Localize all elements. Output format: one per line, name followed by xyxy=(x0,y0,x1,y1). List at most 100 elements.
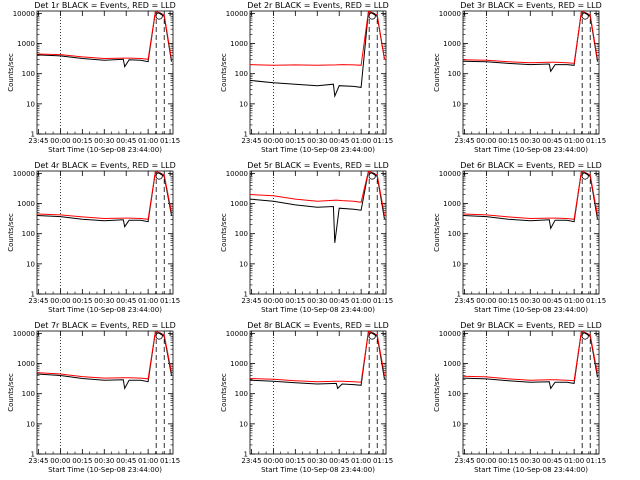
y-tick-label: 100 xyxy=(448,390,461,398)
y-tick-label: 1000 xyxy=(443,360,461,368)
lld-series-line xyxy=(463,331,598,382)
y-tick-label: 10 xyxy=(239,100,248,108)
y-tick-label: 10 xyxy=(239,420,248,428)
y-tick-label: 1000 xyxy=(443,200,461,208)
y-tick-label: 1 xyxy=(457,131,461,139)
y-tick-label: 1 xyxy=(31,291,35,299)
x-tick-label: 00:45 xyxy=(116,297,136,305)
x-tick-label: 01:15 xyxy=(586,297,606,305)
x-tick-label: 00:00 xyxy=(476,297,496,305)
panel-title: Det 3r BLACK = Events, RED = LLD xyxy=(460,1,602,10)
y-tick-label: 1000 xyxy=(17,360,35,368)
x-tick-label: 00:15 xyxy=(72,457,92,465)
plot-frame xyxy=(462,170,600,295)
y-axis-label: Counts/sec xyxy=(433,373,441,412)
x-tick-label: 00:45 xyxy=(542,457,562,465)
x-tick-label: 00:15 xyxy=(285,137,305,145)
y-tick-label: 10000 xyxy=(13,170,35,178)
y-tick-label: 1000 xyxy=(230,200,248,208)
x-tick-label: 23:45 xyxy=(28,137,48,145)
y-tick-label: 100 xyxy=(235,70,248,78)
y-tick-label: 10000 xyxy=(226,10,248,18)
y-tick-label: 10000 xyxy=(439,10,461,18)
events-series-line xyxy=(250,11,385,99)
x-axis-label: Start Time (10-Sep-08 23:44:00) xyxy=(48,306,162,314)
lld-series-line xyxy=(250,171,385,216)
panel-det-6: Det 6r BLACK = Events, RED = LLD 1 10 100 10… xyxy=(433,161,606,314)
y-axis-label: Counts/sec xyxy=(7,53,15,92)
panel-det-5: Det 5r BLACK = Events, RED = LLD 1 10 100 10… xyxy=(220,161,393,314)
y-tick-label: 10000 xyxy=(13,10,35,18)
panel-det-8: Det 8r BLACK = Events, RED = LLD 1 10 100 10… xyxy=(220,321,393,474)
y-axis-label: Counts/sec xyxy=(220,53,228,92)
x-tick-label: 00:30 xyxy=(520,137,540,145)
x-tick-label: 00:30 xyxy=(307,137,327,145)
plot-frame xyxy=(462,10,600,135)
x-tick-label: 01:15 xyxy=(373,297,393,305)
y-axis-label: Counts/sec xyxy=(7,213,15,252)
y-tick-label: 10000 xyxy=(226,170,248,178)
panel-det-3: Det 3r BLACK = Events, RED = LLD 1 10 100 10… xyxy=(433,1,606,154)
x-tick-label: 00:00 xyxy=(476,457,496,465)
annotation-marker xyxy=(581,332,589,340)
y-tick-label: 1 xyxy=(244,291,248,299)
x-tick-label: 01:15 xyxy=(160,457,180,465)
x-tick-label: 23:45 xyxy=(454,457,474,465)
panel-title: Det 1r BLACK = Events, RED = LLD xyxy=(34,1,176,10)
y-tick-label: 100 xyxy=(235,230,248,238)
panel-title: Det 7r BLACK = Events, RED = LLD xyxy=(34,321,176,330)
y-tick-label: 1000 xyxy=(230,360,248,368)
x-tick-label: 01:00 xyxy=(351,457,371,465)
y-tick-label: 1 xyxy=(244,131,248,139)
y-tick-label: 10 xyxy=(452,100,461,108)
y-tick-label: 10000 xyxy=(439,330,461,338)
x-tick-label: 00:00 xyxy=(263,137,283,145)
annotation-marker xyxy=(155,172,163,180)
x-axis-label: Start Time (10-Sep-08 23:44:00) xyxy=(474,146,588,154)
x-tick-label: 00:15 xyxy=(498,297,518,305)
x-tick-label: 23:45 xyxy=(28,297,48,305)
x-tick-label: 01:15 xyxy=(373,137,393,145)
x-tick-label: 01:15 xyxy=(586,457,606,465)
plot-frame xyxy=(36,170,174,295)
y-tick-label: 1000 xyxy=(17,200,35,208)
y-tick-label: 10 xyxy=(239,260,248,268)
x-tick-label: 00:45 xyxy=(329,297,349,305)
events-series-line xyxy=(250,171,385,243)
x-tick-label: 23:45 xyxy=(241,297,261,305)
x-tick-label: 00:45 xyxy=(542,297,562,305)
x-tick-label: 00:00 xyxy=(476,137,496,145)
panel-title: Det 6r BLACK = Events, RED = LLD xyxy=(460,161,602,170)
y-tick-label: 10 xyxy=(452,420,461,428)
y-tick-label: 10000 xyxy=(13,330,35,338)
panel-title: Det 4r BLACK = Events, RED = LLD xyxy=(34,161,176,170)
y-tick-label: 10 xyxy=(26,100,35,108)
y-tick-label: 100 xyxy=(22,390,35,398)
y-axis-label: Counts/sec xyxy=(7,373,15,412)
x-tick-label: 00:00 xyxy=(50,457,70,465)
x-tick-label: 00:30 xyxy=(94,297,114,305)
lld-series-line xyxy=(250,331,385,383)
x-axis-label: Start Time (10-Sep-08 23:44:00) xyxy=(261,146,375,154)
y-tick-label: 1 xyxy=(244,451,248,459)
x-tick-label: 00:30 xyxy=(520,457,540,465)
x-tick-label: 00:30 xyxy=(307,457,327,465)
x-tick-label: 00:15 xyxy=(498,457,518,465)
y-tick-label: 1 xyxy=(31,451,35,459)
x-tick-label: 00:30 xyxy=(94,137,114,145)
panel-title: Det 5r BLACK = Events, RED = LLD xyxy=(247,161,389,170)
x-tick-label: 00:00 xyxy=(50,297,70,305)
x-tick-label: 01:00 xyxy=(138,457,158,465)
x-tick-label: 00:30 xyxy=(307,297,327,305)
x-tick-label: 01:15 xyxy=(160,137,180,145)
lld-series-line xyxy=(250,11,385,66)
y-tick-label: 100 xyxy=(448,70,461,78)
x-tick-label: 00:15 xyxy=(72,297,92,305)
annotation-marker xyxy=(581,172,589,180)
x-axis-label: Start Time (10-Sep-08 23:44:00) xyxy=(474,306,588,314)
panel-det-7: Det 7r BLACK = Events, RED = LLD 1 10 100 10… xyxy=(7,321,180,474)
y-tick-label: 10000 xyxy=(226,330,248,338)
x-tick-label: 00:00 xyxy=(50,137,70,145)
y-tick-label: 100 xyxy=(22,70,35,78)
